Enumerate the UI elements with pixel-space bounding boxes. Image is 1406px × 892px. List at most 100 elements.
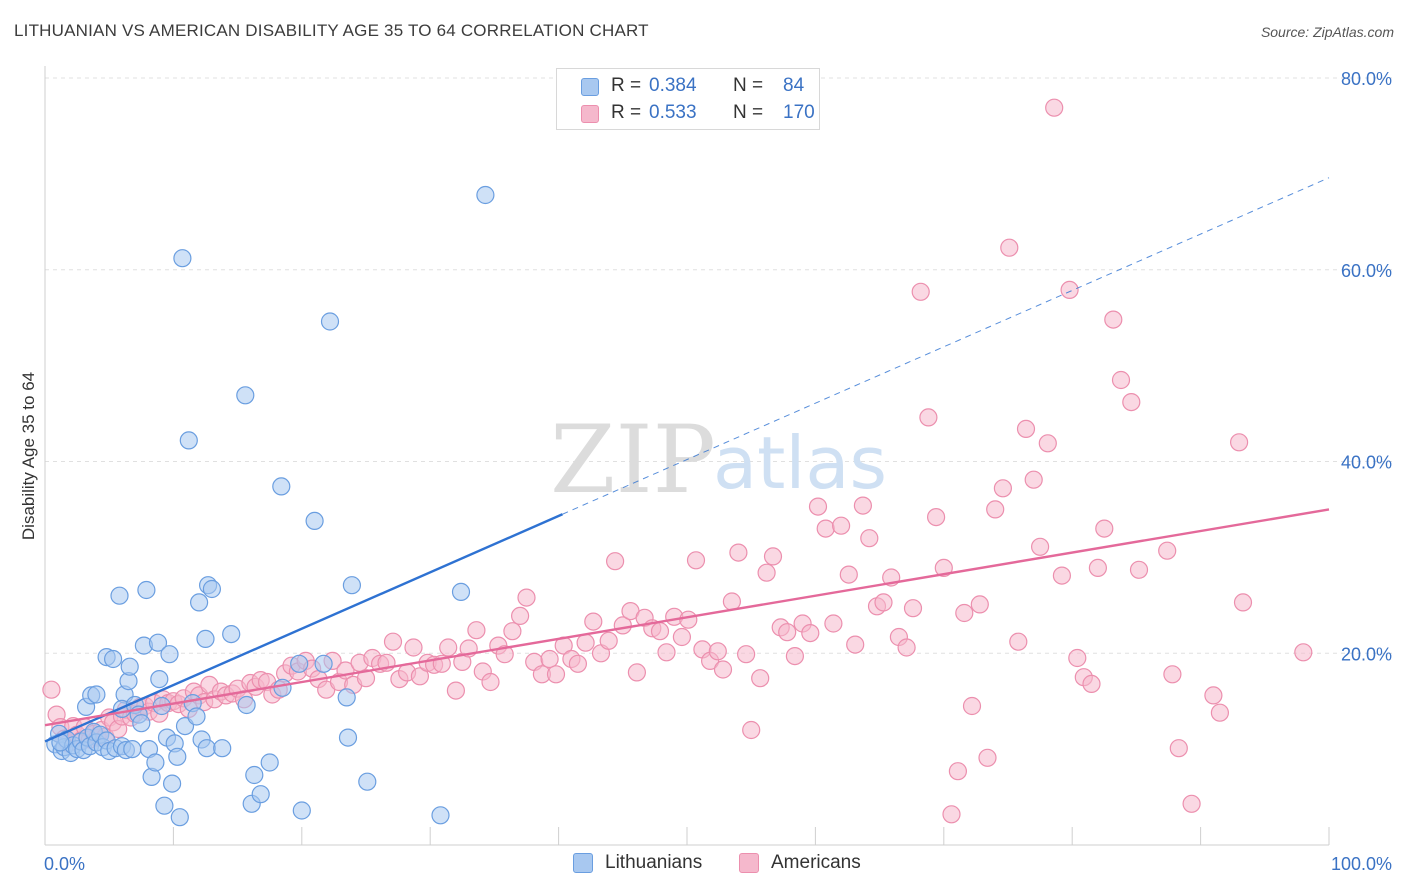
point-american (1052, 566, 1072, 585)
point-american (736, 645, 756, 664)
point-american (839, 565, 858, 584)
point-american (757, 563, 776, 582)
point-lithuanian (338, 728, 358, 747)
point-american (510, 606, 530, 626)
point-american (1030, 537, 1050, 556)
point-american (978, 748, 997, 767)
point-american (942, 805, 961, 824)
point-american (751, 669, 770, 688)
point-lithuanian (431, 806, 450, 825)
point-american (672, 627, 692, 647)
y-tick-label: 40.0% (1341, 453, 1392, 473)
trendline-lithuanians (44, 513, 563, 743)
point-lithuanian (290, 654, 309, 673)
point-american (1122, 393, 1141, 412)
point-american (713, 660, 733, 679)
point-lithuanian (272, 477, 291, 496)
point-american (467, 621, 486, 640)
point-american (1233, 593, 1253, 612)
point-american (657, 643, 676, 662)
point-american (778, 623, 797, 642)
point-lithuanian (358, 772, 377, 791)
point-american (568, 654, 588, 673)
point-lithuanian (292, 801, 311, 820)
point-american (1104, 310, 1123, 329)
point-lithuanian (245, 765, 264, 785)
point-american (824, 614, 843, 633)
point-american (605, 552, 625, 571)
point-american (1082, 674, 1101, 694)
point-lithuanian (155, 796, 174, 815)
point-lithuanian (146, 753, 165, 772)
point-american (1111, 370, 1131, 390)
point-american (808, 497, 828, 516)
x-tick-label-max: 100.0% (1331, 854, 1392, 874)
point-lithuanian (160, 645, 179, 664)
point-american (853, 496, 873, 515)
point-american (846, 635, 865, 654)
point-american (439, 638, 458, 657)
point-american (1294, 643, 1313, 662)
point-lithuanian (187, 707, 206, 726)
point-american (1169, 739, 1188, 758)
point-lithuanian (197, 739, 216, 758)
point-lithuanian (251, 785, 270, 804)
point-american (1088, 558, 1108, 578)
point-american (404, 638, 423, 657)
point-american (1158, 541, 1177, 560)
point-lithuanian (148, 633, 168, 652)
source-credit: Source: ZipAtlas.com (1260, 24, 1394, 40)
legend-swatch-blue (573, 853, 593, 873)
point-lithuanian (237, 695, 256, 715)
point-lithuanian (168, 747, 187, 766)
point-lithuanian (342, 576, 361, 595)
point-american (970, 595, 989, 614)
point-american (722, 592, 742, 611)
point-american (410, 667, 429, 686)
point-lithuanian (202, 579, 221, 599)
point-american (708, 642, 727, 661)
legend-swatch-pink (739, 853, 759, 873)
point-lithuanian (273, 678, 292, 697)
point-lithuanian (314, 654, 333, 673)
point-american (1163, 665, 1182, 684)
legend-label: Lithuanians (605, 852, 703, 873)
point-american (742, 720, 761, 740)
point-lithuanian (173, 249, 192, 268)
point-american (1204, 686, 1223, 705)
point-lithuanian (213, 739, 232, 758)
legend-label: Americans (771, 852, 861, 873)
point-lithuanian (196, 629, 215, 649)
point-lithuanian (137, 580, 156, 600)
r-label: R = (611, 102, 642, 123)
point-american (911, 282, 930, 301)
point-american (481, 672, 500, 692)
point-lithuanian (476, 185, 495, 205)
point-american (42, 680, 61, 699)
point-american (1016, 419, 1036, 438)
trendline-americans (44, 508, 1330, 727)
point-american (1210, 703, 1230, 722)
point-american (801, 623, 820, 643)
correlation-legend: R = 0.384 N = 84 R = 0.533 N = 170 (556, 68, 820, 130)
n-label: N = (733, 102, 764, 123)
point-american (729, 543, 748, 562)
point-american (686, 551, 706, 570)
axes (44, 66, 1330, 846)
point-lithuanian (110, 586, 129, 605)
point-lithuanian (190, 593, 209, 612)
point-american (546, 665, 566, 684)
n-value: 84 (783, 75, 805, 96)
point-lithuanian (222, 624, 241, 644)
point-american (948, 762, 968, 781)
point-american (627, 663, 647, 682)
r-label: R = (611, 75, 642, 96)
point-lithuanian (179, 431, 198, 450)
point-lithuanian (320, 312, 340, 331)
point-american (679, 610, 698, 629)
point-american (650, 622, 670, 641)
point-lithuanian (451, 582, 471, 602)
point-lithuanian (87, 685, 106, 704)
watermark-zip: ZIP (550, 406, 716, 515)
